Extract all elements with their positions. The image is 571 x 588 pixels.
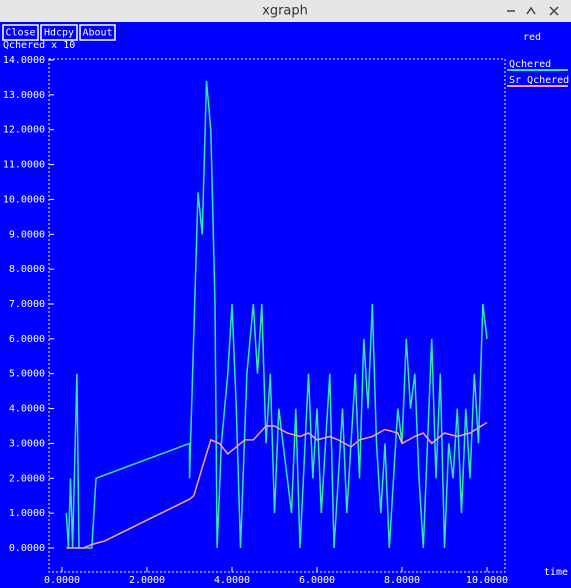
y-tick-label: 6.0000 (9, 334, 45, 345)
y-tick-label: 0.0000 (9, 543, 45, 554)
series-line (65, 80, 488, 549)
x-tick-label: 0.0000 (44, 575, 80, 586)
button-label[interactable]: Close (5, 28, 35, 39)
y-axis-label: Qchered x 10 (3, 40, 75, 51)
series-line (66, 421, 488, 549)
x-tick-label: 2.0000 (129, 575, 165, 586)
x-tick-label: 6.0000 (299, 575, 335, 586)
y-tick-label: 8.0000 (9, 264, 45, 275)
button-label[interactable]: About (82, 28, 112, 39)
legend-label: Qchered (509, 59, 551, 70)
y-tick-label: 3.0000 (9, 438, 45, 449)
button[interactable] (40, 24, 78, 41)
y-tick-label: 13.0000 (3, 90, 45, 101)
x-axis-label: time (544, 567, 568, 578)
status-label: red (523, 32, 541, 43)
window-controls[interactable] (507, 6, 559, 16)
y-tick-label: 10.0000 (3, 194, 45, 205)
x-tick-label: 10.0000 (466, 575, 508, 586)
y-tick-label: 2.0000 (9, 473, 45, 484)
legend-label: Sr_Qchered (509, 75, 569, 86)
x-tick-label: 8.0000 (384, 575, 420, 586)
plot-frame (48, 58, 506, 573)
y-tick-label: 14.0000 (3, 55, 45, 66)
plot-background (0, 22, 571, 588)
y-tick-label: 11.0000 (3, 160, 45, 171)
y-tick-label: 9.0000 (9, 229, 45, 240)
button-label[interactable]: Hdcpy (44, 28, 74, 39)
y-tick-label: 1.0000 (9, 508, 45, 519)
y-tick-label: 5.0000 (9, 369, 45, 380)
y-tick-label: 7.0000 (9, 299, 45, 310)
x-tick-label: 4.0000 (214, 575, 250, 586)
window-title: xgraph (262, 4, 308, 19)
title-bar (0, 0, 571, 22)
y-tick-label: 12.0000 (3, 125, 45, 136)
button[interactable] (2, 24, 39, 41)
y-tick-label: 4.0000 (9, 404, 45, 415)
button[interactable] (79, 24, 116, 41)
